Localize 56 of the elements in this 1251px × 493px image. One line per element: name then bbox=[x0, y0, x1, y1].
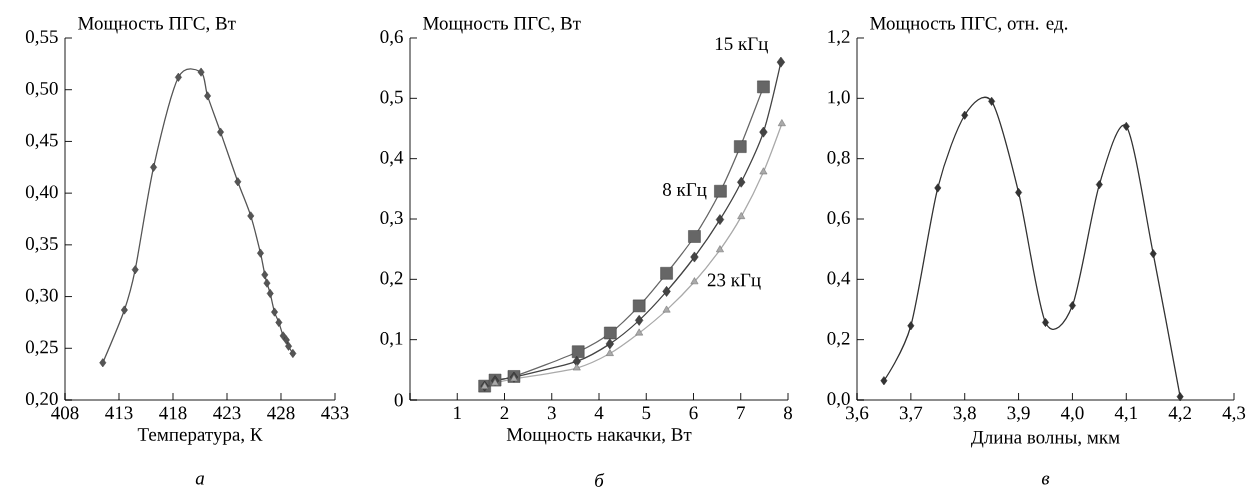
x-axis-title: Мощность накачки, Вт bbox=[506, 428, 692, 445]
x-tick-label: 3,6 bbox=[846, 406, 869, 423]
x-tick-label: 423 bbox=[213, 406, 241, 420]
x-tick-label: 6 bbox=[689, 406, 698, 420]
series-label: 23 кГц bbox=[707, 273, 761, 290]
y-tick-label: 0,50 bbox=[25, 81, 58, 98]
y-tick-label: 1,2 bbox=[828, 30, 850, 46]
y-tick-label: 0,40 bbox=[25, 185, 58, 201]
x-tick-label: 8 bbox=[783, 406, 793, 420]
x-tick-label: 4,1 bbox=[1114, 406, 1138, 422]
y-tick-label: 0,4 bbox=[827, 271, 851, 288]
y-tick-label: 0,35 bbox=[25, 237, 58, 253]
y-tick-label: 0,45 bbox=[25, 133, 58, 150]
series-label: 15 кГц bbox=[715, 37, 768, 54]
x-tick-label: 428 bbox=[267, 406, 295, 420]
x-tick-label: 433 bbox=[321, 406, 349, 420]
text: б bbox=[595, 473, 605, 487]
y-tick-label: 0,2 bbox=[380, 271, 403, 288]
y-axis-title: Мощность ПГС, Вт bbox=[423, 16, 581, 34]
y-tick-label: 0,3 bbox=[380, 211, 403, 227]
y-tick-label: 0,55 bbox=[25, 30, 58, 46]
x-tick-label: 1 bbox=[454, 406, 461, 420]
x-tick-label: 3,7 bbox=[899, 406, 923, 423]
x-tick-label: 3,8 bbox=[953, 406, 976, 423]
x-tick-label: 3 bbox=[547, 406, 556, 420]
y-tick-label: 0,20 bbox=[25, 392, 58, 408]
y-tick-label: 0,25 bbox=[25, 340, 58, 357]
y-tick-label: 0,5 bbox=[380, 90, 403, 107]
x-tick-label: 408 bbox=[51, 406, 79, 420]
x-tick-label: 4,0 bbox=[1060, 406, 1084, 423]
x-tick-label: 4 bbox=[594, 406, 604, 420]
x-tick-label: 3,9 bbox=[1007, 406, 1030, 423]
y-tick-label: 0,4 bbox=[380, 150, 404, 167]
series-label: 8 кГц bbox=[662, 183, 707, 200]
y-axis-title: Мощность ПГС, отн. ед. bbox=[870, 16, 1068, 34]
y-tick-label: 0,6 bbox=[827, 211, 850, 227]
y-tick-label: 0 bbox=[394, 393, 403, 407]
y-tick-label: 0,30 bbox=[25, 288, 58, 305]
y-tick-label: 0,0 bbox=[827, 392, 850, 408]
x-axis-title: Длина волны, мкм bbox=[971, 430, 1120, 448]
x-axis-title: Температура, К bbox=[137, 428, 263, 445]
y-tick-label: 0,2 bbox=[827, 331, 850, 348]
x-tick-label: 2 bbox=[500, 406, 509, 420]
x-tick-label: 4,3 bbox=[1222, 406, 1246, 423]
y-tick-label: 0,1 bbox=[380, 331, 403, 348]
x-tick-label: 413 bbox=[105, 406, 133, 420]
y-tick-label: 0,8 bbox=[827, 150, 850, 167]
x-tick-label: 5 bbox=[642, 406, 651, 420]
x-tick-label: 418 bbox=[159, 406, 187, 420]
x-tick-label: 4,2 bbox=[1168, 406, 1191, 423]
text: в bbox=[1041, 475, 1050, 485]
y-tick-label: 0,6 bbox=[380, 30, 403, 46]
text: а bbox=[195, 475, 205, 485]
y-axis-title: Мощность ПГС, Вт bbox=[78, 16, 236, 34]
y-tick-label: 1,0 bbox=[828, 90, 850, 107]
x-tick-label: 7 bbox=[737, 406, 745, 419]
